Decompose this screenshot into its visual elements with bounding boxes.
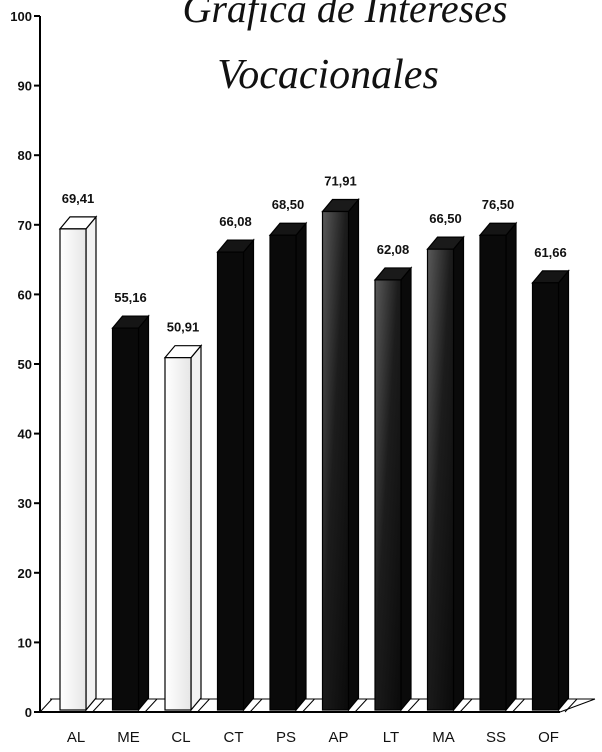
data-label: 71,91 [324, 174, 357, 189]
y-tick-label: 50 [18, 357, 32, 372]
bar-front [269, 234, 297, 711]
bar-side [347, 197, 360, 712]
bar-side [190, 344, 202, 712]
bar-front [426, 248, 455, 711]
floor-divider [459, 698, 473, 713]
bar-CT [216, 238, 255, 712]
bars-group [58, 197, 570, 712]
y-tick-label: 10 [18, 635, 32, 650]
floor-right-edge [559, 698, 596, 713]
floor-divider [512, 698, 525, 713]
data-label: 50,91 [167, 320, 200, 335]
bar-front [111, 327, 140, 711]
floor-divider [197, 698, 210, 713]
data-label: 69,41 [62, 191, 95, 206]
category-label: CL [171, 729, 190, 746]
bar-SS [478, 221, 518, 712]
bar-LT [373, 266, 413, 712]
chart-title-line1: Gráfica de Intereses [182, 0, 507, 31]
bar-front [164, 357, 192, 711]
y-tick-label: 20 [18, 566, 32, 581]
bar-front [531, 282, 560, 711]
bar-MA [426, 235, 465, 712]
category-label: PS [276, 729, 296, 746]
bar-front [321, 210, 350, 711]
floor-divider [92, 698, 105, 713]
category-label: LT [383, 729, 399, 746]
y-tick-label: 100 [10, 9, 32, 24]
bar-ME [111, 314, 150, 712]
bar-side [85, 215, 97, 712]
bar-side [505, 221, 517, 712]
bar-side [137, 314, 150, 712]
category-label: AL [67, 729, 85, 746]
floor-divider [407, 698, 420, 713]
y-tick-label: 70 [18, 218, 32, 233]
y-tick-label: 80 [18, 148, 32, 163]
y-tick-label: 30 [18, 496, 32, 511]
floor-divider [354, 698, 368, 713]
bar-front [59, 228, 87, 711]
y-tick-label: 90 [18, 79, 32, 94]
bar-front [216, 251, 245, 711]
category-label: AP [328, 729, 348, 746]
data-label: 61,66 [534, 245, 567, 260]
floor-divider [249, 698, 263, 713]
data-label: 68,50 [272, 197, 305, 212]
y-tick-label: 0 [25, 705, 32, 720]
bar-side [400, 266, 412, 712]
category-label: OF [538, 729, 559, 746]
bar-AP [321, 197, 360, 712]
category-label: SS [486, 729, 506, 746]
category-label: MA [432, 729, 455, 746]
data-label: 66,50 [429, 211, 462, 226]
x-axis-categories: AL ME CL CT PS AP LT MA SS OF [67, 729, 559, 746]
bar-front [374, 279, 402, 711]
floor-dividers [39, 698, 578, 713]
bar-CL [163, 344, 203, 712]
floor-divider [302, 698, 315, 713]
data-label: 66,08 [219, 214, 252, 229]
y-tick-label: 60 [18, 287, 32, 302]
bar-side [557, 269, 570, 712]
y-axis-ticks: 0 10 20 30 40 50 60 70 80 90 100 [10, 9, 40, 720]
floor-divider [144, 698, 158, 713]
data-label: 76,50 [482, 197, 515, 212]
bar-side [295, 221, 307, 712]
chart-title-line2: Vocacionales [217, 52, 439, 98]
data-labels: 69,41 55,16 50,91 66,08 68,50 71,91 62,08 66,50… [62, 174, 567, 335]
data-label: 62,08 [377, 242, 410, 257]
bar-PS [268, 221, 308, 712]
y-tick-label: 40 [18, 427, 32, 442]
bar-OF [531, 269, 570, 712]
floor-divider [39, 698, 53, 713]
bar-side [242, 238, 255, 712]
data-label: 55,16 [114, 290, 147, 305]
bar-side [452, 235, 465, 712]
category-label: ME [117, 729, 140, 746]
floor-divider [564, 698, 578, 713]
category-label: CT [224, 729, 244, 746]
bar-front [479, 234, 507, 711]
bar-AL [58, 215, 98, 712]
